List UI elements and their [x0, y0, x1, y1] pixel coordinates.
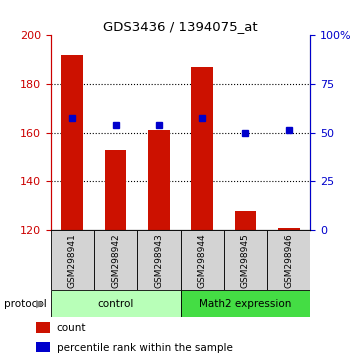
Bar — [180, 230, 224, 290]
Bar — [224, 230, 267, 290]
Text: GSM298945: GSM298945 — [241, 233, 250, 287]
Bar — [51, 290, 180, 317]
Bar — [191, 67, 213, 230]
Bar — [235, 211, 256, 230]
Bar — [94, 230, 137, 290]
Title: GDS3436 / 1394075_at: GDS3436 / 1394075_at — [103, 20, 258, 33]
Text: protocol: protocol — [4, 298, 46, 309]
Bar — [267, 230, 310, 290]
Bar — [180, 290, 310, 317]
Text: count: count — [57, 323, 86, 333]
Text: control: control — [97, 298, 134, 309]
Text: GSM298942: GSM298942 — [111, 233, 120, 287]
Text: Math2 expression: Math2 expression — [199, 298, 292, 309]
Bar — [105, 150, 126, 230]
Text: GSM298946: GSM298946 — [284, 233, 293, 287]
Text: GSM298941: GSM298941 — [68, 233, 77, 287]
Bar — [148, 130, 170, 230]
Text: ▶: ▶ — [36, 298, 45, 309]
Bar — [36, 342, 51, 353]
Bar — [278, 228, 300, 230]
Bar — [61, 55, 83, 230]
Text: percentile rank within the sample: percentile rank within the sample — [57, 343, 232, 353]
Text: GSM298944: GSM298944 — [198, 233, 206, 287]
Bar — [51, 230, 94, 290]
Bar — [137, 230, 180, 290]
Text: GSM298943: GSM298943 — [155, 233, 163, 287]
Bar — [36, 322, 51, 333]
